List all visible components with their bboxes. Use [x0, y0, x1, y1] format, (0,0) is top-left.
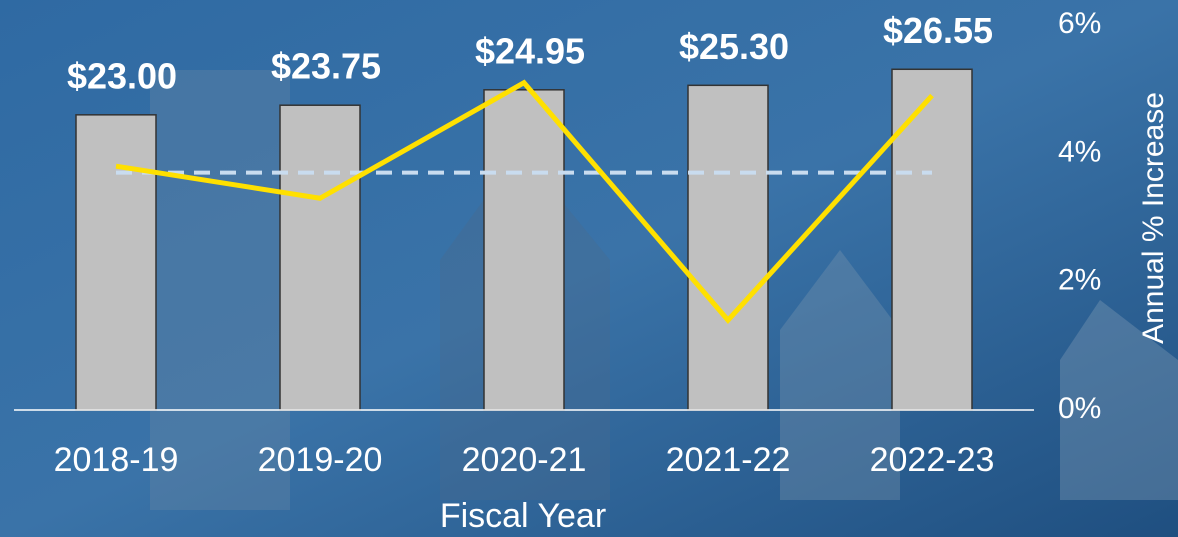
x-tick-label: 2022-23	[870, 441, 995, 479]
data-label: $24.95	[475, 30, 585, 71]
bar	[892, 69, 972, 410]
x-tick-label: 2018-19	[54, 441, 179, 479]
data-label: $23.00	[67, 55, 177, 96]
data-label: $26.55	[883, 10, 993, 51]
y2-tick-label: 2%	[1058, 264, 1101, 297]
data-label: $25.30	[679, 26, 789, 67]
bar	[280, 105, 360, 410]
y2-axis-title: Annual % Increase	[1137, 92, 1170, 344]
bar	[484, 90, 564, 410]
y2-tick-label: 0%	[1058, 392, 1101, 425]
chart: Fiscal Year Annual % Increase 0% 2% 4% 6% 20…	[0, 0, 1178, 537]
x-axis-title: Fiscal Year	[440, 497, 606, 535]
bar	[688, 85, 768, 410]
y2-tick-label: 4%	[1058, 135, 1101, 168]
x-tick-label: 2019-20	[258, 441, 383, 479]
bar	[76, 115, 156, 410]
data-label: $23.75	[271, 46, 381, 87]
x-tick-label: 2021-22	[666, 441, 791, 479]
y2-tick-label: 6%	[1058, 7, 1101, 40]
x-tick-label: 2020-21	[462, 441, 587, 479]
